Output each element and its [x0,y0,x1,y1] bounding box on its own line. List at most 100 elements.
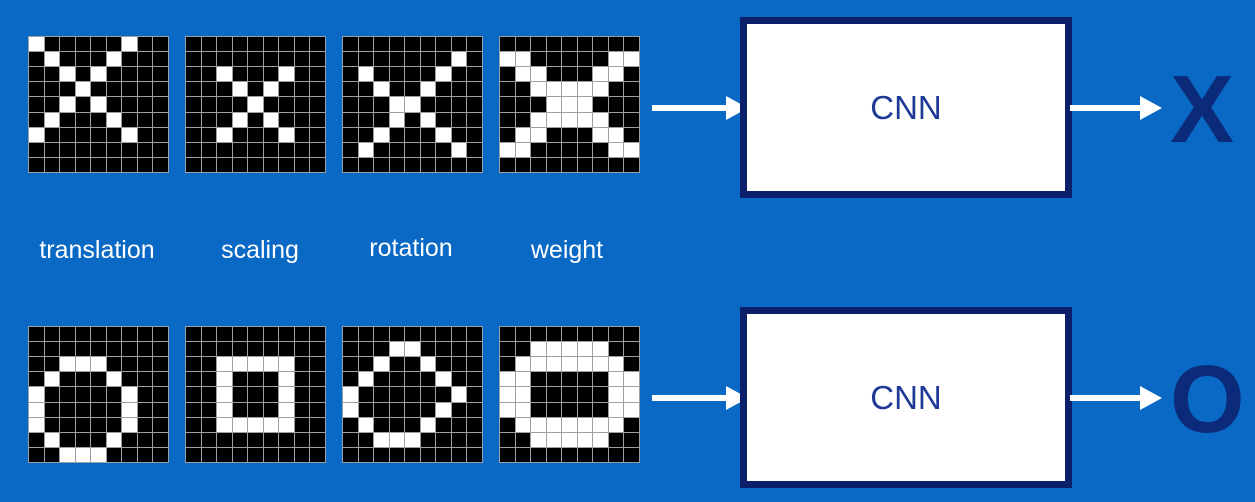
pixel-cell [310,67,325,82]
pixel-cell [577,97,593,112]
output-o: O [1170,346,1245,453]
pixel-cell [263,142,279,157]
pixel-cell [75,342,91,357]
pixel-cell [451,157,467,172]
pixel-cell [44,97,60,112]
pixel-cell [467,127,482,142]
pixel-cell [577,372,593,387]
pixel-cell [577,142,593,157]
pixel-cell [29,142,44,157]
pixel-cell [279,357,294,372]
pixel-cell [294,447,310,462]
pixel-cell [186,127,201,142]
pixel-cell [562,37,577,52]
pixel-cell [29,432,44,447]
pixel-cell [546,97,562,112]
pixel-cell [405,37,420,52]
pixel-cell [451,97,467,112]
pixel-cell [60,127,75,142]
pixel-cell [294,112,310,127]
pixel-cell [624,402,639,417]
pixel-cell [562,417,577,432]
pixel-cell [186,342,201,357]
pixel-cell [44,52,60,67]
pixel-cell [75,447,91,462]
pixel-cell [624,372,639,387]
pixel-cell [624,112,639,127]
pixel-cell [546,112,562,127]
o-scaling-image [185,326,326,463]
pixel-cell [546,142,562,157]
pixel-cell [106,432,122,447]
pixel-cell [608,82,624,97]
pixel-cell [91,52,106,67]
pixel-cell [436,127,451,142]
pixel-cell [201,342,217,357]
pixel-cell [91,157,106,172]
pixel-cell [624,127,639,142]
pixel-cell [263,127,279,142]
pixel-cell [294,327,310,342]
pixel-cell [577,432,593,447]
pixel-cell [358,327,374,342]
pixel-cell [389,327,405,342]
pixel-cell [593,67,608,82]
pixel-cell [389,357,405,372]
pixel-cell [593,387,608,402]
pixel-cell [358,417,374,432]
pixel-cell [451,402,467,417]
pixel-cell [263,52,279,67]
pixel-cell [531,127,546,142]
pixel-cell [248,157,263,172]
pixel-cell [405,342,420,357]
pixel-cell [122,82,137,97]
pixel-cell [358,387,374,402]
pixel-cell [624,37,639,52]
pixel-cell [263,327,279,342]
pixel-cell [436,82,451,97]
pixel-cell [217,82,232,97]
pixel-cell [405,52,420,67]
pixel-cell [577,67,593,82]
pixel-cell [389,157,405,172]
pixel-cell [562,82,577,97]
pixel-cell [515,67,531,82]
pixel-cell [60,402,75,417]
pixel-cell [389,37,405,52]
pixel-cell [374,387,389,402]
pixel-cell [624,97,639,112]
pixel-cell [358,157,374,172]
pixel-cell [294,82,310,97]
pixel-cell [29,417,44,432]
pixel-cell [358,342,374,357]
pixel-cell [451,432,467,447]
pixel-cell [608,402,624,417]
pixel-cell [515,417,531,432]
pixel-cell [263,417,279,432]
input-arrow-bottom [652,386,748,410]
pixel-cell [279,127,294,142]
pixel-cell [29,342,44,357]
pixel-cell [562,127,577,142]
pixel-cell [467,142,482,157]
pixel-cell [232,82,248,97]
pixel-cell [608,127,624,142]
pixel-cell [75,372,91,387]
pixel-cell [75,157,91,172]
pixel-cell [358,447,374,462]
pixel-cell [374,127,389,142]
pixel-cell [451,387,467,402]
pixel-cell [75,52,91,67]
pixel-cell [279,372,294,387]
pixel-cell [593,127,608,142]
pixel-cell [44,432,60,447]
pixel-cell [389,447,405,462]
pixel-cell [420,127,436,142]
output-arrow-top [1070,96,1162,120]
pixel-cell [186,142,201,157]
pixel-cell [248,387,263,402]
pixel-cell [232,447,248,462]
pixel-cell [232,417,248,432]
pixel-cell [248,142,263,157]
o-translation-image [28,326,169,463]
